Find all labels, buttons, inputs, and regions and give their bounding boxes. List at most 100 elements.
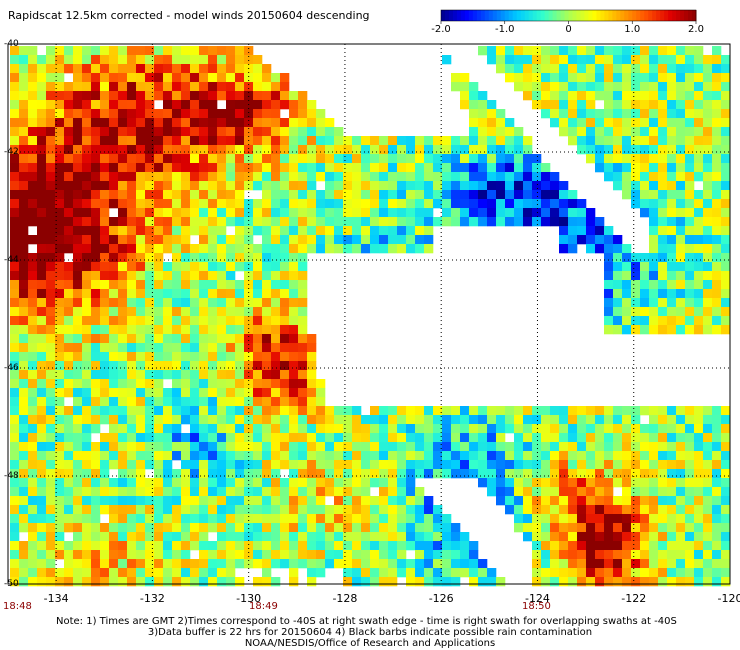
data-cell — [19, 325, 29, 335]
data-cell — [325, 514, 335, 524]
data-cell — [217, 235, 227, 245]
data-cell — [568, 217, 578, 227]
data-cell — [541, 460, 551, 470]
data-cell — [676, 307, 686, 317]
data-cell — [658, 523, 668, 533]
data-cell — [415, 145, 425, 155]
data-cell — [154, 271, 164, 281]
data-cell — [622, 559, 632, 569]
y-tick-labels: -40-42-44-46-48-50 — [4, 39, 19, 589]
data-cell — [307, 109, 317, 119]
data-cell — [433, 406, 443, 416]
data-cell — [235, 217, 245, 227]
data-cell — [487, 163, 497, 173]
data-cell — [631, 82, 641, 92]
data-cell — [271, 352, 281, 362]
data-cell — [532, 487, 542, 497]
data-cell — [649, 64, 659, 74]
data-cell — [208, 100, 218, 110]
data-cell — [280, 307, 290, 317]
data-cell — [109, 577, 119, 587]
data-cell — [289, 271, 299, 281]
data-cell — [712, 514, 722, 524]
data-cell — [199, 181, 209, 191]
data-cell — [586, 73, 596, 83]
data-cell — [280, 118, 290, 128]
data-cell — [226, 244, 236, 254]
data-cell — [343, 442, 353, 452]
data-cell — [127, 208, 137, 218]
data-cell — [559, 550, 569, 560]
data-cell — [622, 424, 632, 434]
data-cell — [631, 91, 641, 101]
data-cell — [298, 109, 308, 119]
data-cell — [154, 379, 164, 389]
data-cell — [280, 154, 290, 164]
data-cell — [514, 514, 524, 524]
data-cell — [262, 496, 272, 506]
data-cell — [640, 550, 650, 560]
data-cell — [622, 487, 632, 497]
x-tick-label: -132 — [140, 592, 165, 605]
data-cell — [109, 253, 119, 263]
data-cell — [370, 415, 380, 425]
data-cell — [253, 163, 263, 173]
data-cell — [388, 172, 398, 182]
data-cell — [172, 91, 182, 101]
data-cell — [208, 244, 218, 254]
data-cell — [469, 154, 479, 164]
data-cell — [127, 460, 137, 470]
data-cell — [118, 469, 128, 479]
data-cell — [658, 289, 668, 299]
data-cell — [64, 181, 74, 191]
data-cell — [388, 523, 398, 533]
data-cell — [658, 253, 668, 263]
data-cell — [253, 496, 263, 506]
data-cell — [28, 262, 38, 272]
data-cell — [703, 496, 713, 506]
data-cell — [181, 325, 191, 335]
data-cell — [64, 163, 74, 173]
data-cell — [343, 478, 353, 488]
data-cell — [550, 442, 560, 452]
data-cell — [262, 415, 272, 425]
data-cell — [73, 271, 83, 281]
data-cell — [388, 550, 398, 560]
data-cell — [334, 532, 344, 542]
data-cell — [289, 163, 299, 173]
data-cell — [226, 46, 236, 56]
data-cell — [28, 370, 38, 380]
data-cell — [298, 334, 308, 344]
data-cell — [469, 82, 479, 92]
data-cell — [37, 397, 47, 407]
data-cell — [91, 442, 101, 452]
data-cell — [109, 100, 119, 110]
data-cell — [694, 568, 704, 578]
colorbar-cell — [664, 10, 669, 21]
data-cell — [604, 415, 614, 425]
data-cell — [604, 505, 614, 515]
data-cell — [316, 496, 326, 506]
data-cell — [469, 469, 479, 479]
data-cell — [19, 217, 29, 227]
data-cell — [217, 217, 227, 227]
data-cell — [325, 199, 335, 209]
data-cell — [127, 451, 137, 461]
data-cell — [190, 541, 200, 551]
data-cell — [640, 406, 650, 416]
data-cell — [703, 127, 713, 137]
data-cell — [82, 433, 92, 443]
data-cell — [262, 532, 272, 542]
data-cell — [262, 289, 272, 299]
data-cell — [154, 361, 164, 371]
data-cell — [271, 505, 281, 515]
data-cell — [712, 469, 722, 479]
data-cell — [262, 145, 272, 155]
data-cell — [127, 127, 137, 137]
data-cell — [532, 424, 542, 434]
data-cell — [10, 100, 20, 110]
data-cell — [127, 514, 137, 524]
data-cell — [631, 262, 641, 272]
data-cell — [100, 523, 110, 533]
data-cell — [280, 460, 290, 470]
